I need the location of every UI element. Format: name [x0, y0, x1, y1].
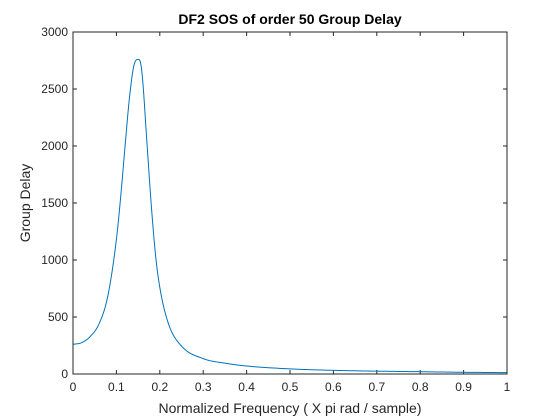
- x-tick-label: 0: [70, 380, 77, 394]
- y-tick-label: 1500: [41, 196, 68, 210]
- group-delay-series-line: [72, 58, 508, 374]
- y-axis-label: Group Delay: [17, 164, 33, 243]
- x-tick-label: 0.4: [238, 380, 255, 394]
- x-tick-label: 0.6: [325, 380, 342, 394]
- chart-title: DF2 SOS of order 50 Group Delay: [178, 11, 401, 27]
- y-tick-label: 0: [61, 367, 68, 381]
- ticks-layer: 0 0.1 0.2 0.3 0.4 0.5 0.6 0.7 0.8 0.9 1 0 500 1000 150…: [41, 25, 510, 394]
- plot-area: [73, 32, 507, 374]
- x-tick-label: 0.5: [282, 380, 299, 394]
- x-tick-label: 0.1: [108, 380, 125, 394]
- x-axis-label: Normalized Frequency ( X pi rad / sample…: [159, 400, 422, 416]
- x-tick-label: 0.3: [195, 380, 212, 394]
- y-tick-label: 1000: [41, 253, 68, 267]
- x-tick-label: 0.8: [412, 380, 429, 394]
- y-tick-label: 500: [48, 310, 68, 324]
- x-tick-label: 0.7: [368, 380, 385, 394]
- x-tick-label: 0.2: [151, 380, 168, 394]
- x-tick-label: 0.9: [455, 380, 472, 394]
- y-tick-label: 2500: [41, 82, 68, 96]
- x-tick-label: 1: [504, 380, 511, 394]
- y-tick-label: 3000: [41, 25, 68, 39]
- y-tick-label: 2000: [41, 139, 68, 153]
- axes-box: [72, 31, 508, 375]
